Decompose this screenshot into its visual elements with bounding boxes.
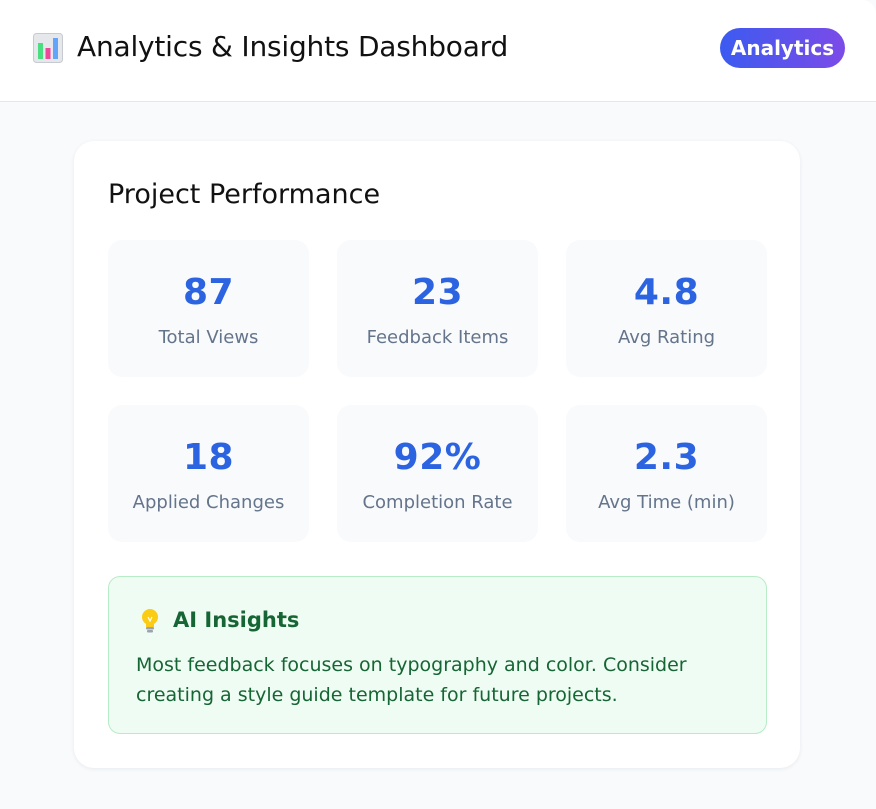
metric-label: Avg Rating xyxy=(617,327,716,348)
metric-label: Completion Rate xyxy=(362,492,513,513)
analytics-badge[interactable]: Analytics xyxy=(720,28,845,68)
metric-feedback-items: 23 Feedback Items xyxy=(337,240,538,377)
lightbulb-icon xyxy=(142,609,158,633)
metric-label: Feedback Items xyxy=(366,327,509,348)
metric-applied-changes: 18 Applied Changes xyxy=(108,405,309,542)
metric-value: 4.8 xyxy=(633,272,700,313)
metric-avg-time: 2.3 Avg Time (min) xyxy=(566,405,767,542)
metric-label: Avg Time (min) xyxy=(598,492,735,513)
metric-label: Applied Changes xyxy=(132,492,285,513)
ai-insights-panel: AI Insights Most feedback focuses on typ… xyxy=(108,576,767,734)
card-title: Project Performance xyxy=(108,179,381,210)
insights-title: AI Insights xyxy=(173,608,300,632)
metric-total-views: 87 Total Views xyxy=(108,240,309,377)
metric-value: 87 xyxy=(182,272,235,313)
metric-value: 18 xyxy=(182,437,235,478)
insights-text: Most feedback focuses on typography and … xyxy=(136,654,687,706)
metric-avg-rating: 4.8 Avg Rating xyxy=(566,240,767,377)
metric-value: 23 xyxy=(411,272,464,313)
app-header: Analytics & Insights Dashboard Analytics xyxy=(0,0,876,102)
metrics-grid: 87 Total Views 23 Feedback Items 4.8 Avg… xyxy=(108,240,767,542)
metric-value: 2.3 xyxy=(633,437,700,478)
bar-chart-icon xyxy=(33,33,63,63)
metric-completion-rate: 92% Completion Rate xyxy=(337,405,538,542)
metric-value: 92% xyxy=(393,437,482,478)
page-title: Analytics & Insights Dashboard xyxy=(77,30,509,63)
project-performance-card: Project Performance 87 Total Views 23 Fe… xyxy=(74,141,800,768)
metric-label: Total Views xyxy=(158,327,259,348)
